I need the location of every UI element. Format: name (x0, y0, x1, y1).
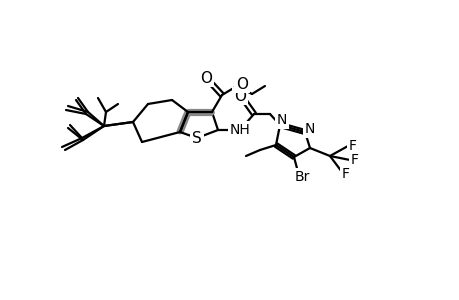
Text: S: S (192, 130, 202, 146)
Text: F: F (350, 153, 358, 167)
Text: F: F (341, 167, 349, 181)
Text: F: F (348, 139, 356, 153)
Text: N: N (276, 113, 286, 127)
Text: Br: Br (294, 170, 309, 184)
Text: NH: NH (229, 123, 250, 137)
Text: O: O (200, 70, 212, 86)
Text: O: O (234, 88, 246, 104)
Text: O: O (235, 76, 247, 92)
Text: N: N (304, 122, 314, 136)
